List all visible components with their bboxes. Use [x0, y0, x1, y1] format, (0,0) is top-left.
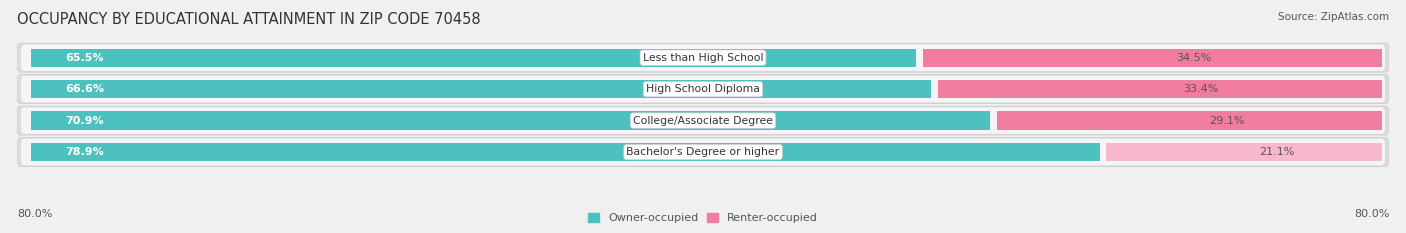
FancyBboxPatch shape: [17, 75, 1389, 104]
FancyBboxPatch shape: [21, 107, 1385, 134]
Text: 78.9%: 78.9%: [65, 147, 104, 157]
Text: OCCUPANCY BY EDUCATIONAL ATTAINMENT IN ZIP CODE 70458: OCCUPANCY BY EDUCATIONAL ATTAINMENT IN Z…: [17, 12, 481, 27]
Text: Source: ZipAtlas.com: Source: ZipAtlas.com: [1278, 12, 1389, 22]
FancyBboxPatch shape: [21, 139, 1385, 165]
FancyBboxPatch shape: [17, 137, 1389, 167]
FancyBboxPatch shape: [17, 43, 1389, 72]
Bar: [938, 80, 1382, 98]
Bar: [997, 111, 1382, 130]
Bar: [31, 48, 915, 67]
Text: 33.4%: 33.4%: [1182, 84, 1218, 94]
Text: High School Diploma: High School Diploma: [647, 84, 759, 94]
Text: 66.6%: 66.6%: [65, 84, 104, 94]
Bar: [1107, 143, 1382, 161]
FancyBboxPatch shape: [21, 76, 1385, 102]
Text: 21.1%: 21.1%: [1258, 147, 1294, 157]
Text: Bachelor's Degree or higher: Bachelor's Degree or higher: [627, 147, 779, 157]
Text: 29.1%: 29.1%: [1209, 116, 1244, 126]
Bar: [31, 143, 1099, 161]
Legend: Owner-occupied, Renter-occupied: Owner-occupied, Renter-occupied: [583, 209, 823, 228]
Text: 70.9%: 70.9%: [65, 116, 104, 126]
Text: 34.5%: 34.5%: [1175, 53, 1212, 63]
Text: College/Associate Degree: College/Associate Degree: [633, 116, 773, 126]
Text: 80.0%: 80.0%: [1354, 209, 1389, 219]
FancyBboxPatch shape: [17, 106, 1389, 135]
Text: Less than High School: Less than High School: [643, 53, 763, 63]
Text: 65.5%: 65.5%: [65, 53, 104, 63]
Bar: [31, 80, 931, 98]
Bar: [31, 111, 990, 130]
Text: 80.0%: 80.0%: [17, 209, 52, 219]
Bar: [922, 48, 1382, 67]
FancyBboxPatch shape: [21, 45, 1385, 71]
